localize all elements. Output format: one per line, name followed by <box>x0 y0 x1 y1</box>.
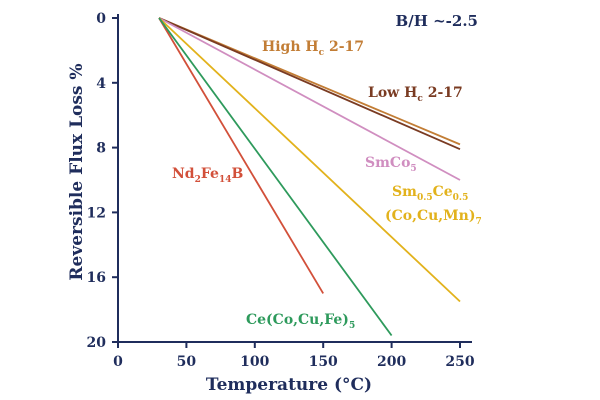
y-tick-label: 8 <box>96 141 106 157</box>
label-sub: 0.5 <box>453 193 469 203</box>
y-tick-label: 0 <box>96 11 106 27</box>
label-part: B <box>231 166 243 182</box>
series-line <box>158 17 324 294</box>
x-tick-label: 200 <box>377 354 406 370</box>
x-tick-label: 100 <box>240 354 269 370</box>
label-part: High H <box>262 39 319 55</box>
x-tick-label: 0 <box>113 354 123 370</box>
series-label-smce-line1: Sm0.5Ce0.5 <box>392 184 468 203</box>
series-label-smco5: SmCo5 <box>365 155 417 174</box>
label-part: 2-17 <box>324 39 364 55</box>
label-part: Nd <box>172 166 195 182</box>
series-label-high-hc: High Hc 2-17 <box>262 39 364 58</box>
series-lines <box>158 17 461 337</box>
label-sub: 14 <box>219 175 232 185</box>
series-line <box>158 17 461 303</box>
label-part: Sm <box>392 184 417 200</box>
series-line <box>158 17 393 337</box>
series-label-low-hc: Low Hc 2-17 <box>368 85 463 104</box>
y-tick-label: 12 <box>87 205 106 221</box>
y-tick-label: 16 <box>87 270 106 286</box>
x-axis-label: Temperature (°C) <box>206 375 372 395</box>
label-part: Low H <box>368 85 417 101</box>
label-sub: 5 <box>410 164 416 174</box>
label-part: 2-17 <box>423 85 463 101</box>
y-tick-label: 4 <box>96 76 106 92</box>
series-line <box>158 17 461 181</box>
y-axis-label: Reversible Flux Loss % <box>67 63 87 280</box>
x-tick-label: 50 <box>177 354 197 370</box>
label-part: SmCo <box>365 155 410 171</box>
label-sub: 2 <box>195 175 201 185</box>
label-part: Fe <box>201 166 219 182</box>
bh-annotation: B/H ~-2.5 <box>396 12 478 30</box>
label-part: Ce <box>433 184 453 200</box>
label-sub: 5 <box>349 321 355 331</box>
label-part: (Co,Cu,Mn) <box>385 208 475 224</box>
x-tick-label: 250 <box>445 354 474 370</box>
label-sub: c <box>319 48 325 58</box>
label-sub: 0.5 <box>417 193 433 203</box>
label-sub: 7 <box>475 217 481 227</box>
series-label-ndfeb: Nd2Fe14B <box>172 166 243 185</box>
label-sub: c <box>417 94 423 104</box>
y-tick-label: 20 <box>87 335 107 351</box>
x-tick-label: 150 <box>309 354 338 370</box>
label-part: Ce(Co,Cu,Fe) <box>246 312 349 328</box>
series-label-ce: Ce(Co,Cu,Fe)5 <box>246 312 355 331</box>
series-label-smce-line2: (Co,Cu,Mn)7 <box>385 208 482 227</box>
series-line <box>158 17 461 151</box>
